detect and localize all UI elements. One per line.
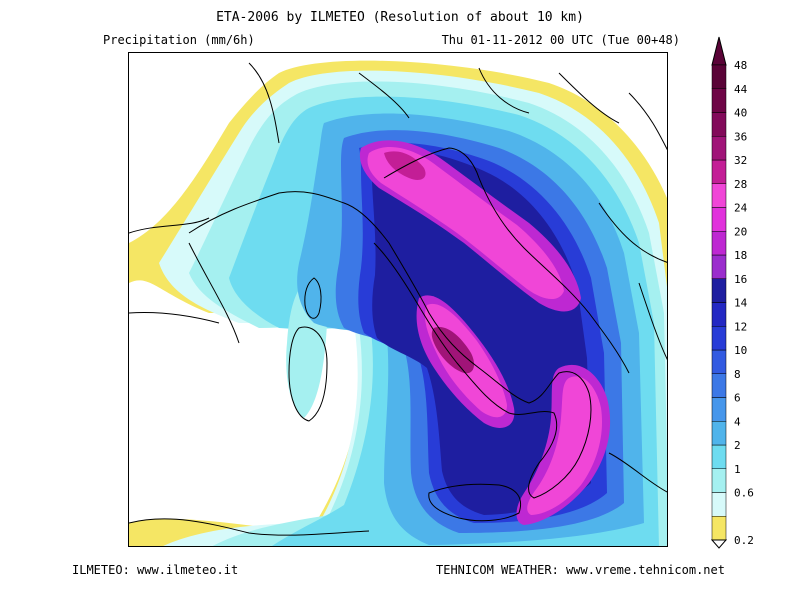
legend-swatch-9 bbox=[711, 302, 727, 327]
color-legend: 0.2 0.6 1 2 4 6 8 10 12 14 16 18 20 24 28 32 36 40 44 48 bbox=[710, 35, 800, 550]
legend-swatch-1 bbox=[711, 492, 727, 517]
legend-label: 16 bbox=[734, 273, 747, 286]
italy-coastline bbox=[188, 191, 592, 499]
legend-label: 10 bbox=[734, 344, 747, 357]
legend-swatch-16 bbox=[711, 136, 727, 161]
sicily-coast bbox=[428, 483, 522, 522]
precip-band-28 bbox=[367, 147, 564, 300]
variable-label: Precipitation (mm/6h) bbox=[103, 33, 255, 47]
legend-swatch-11 bbox=[711, 254, 727, 279]
precipitation-field bbox=[129, 53, 667, 546]
legend-swatch-7 bbox=[711, 349, 727, 374]
legend-swatch-18 bbox=[711, 88, 727, 113]
legend-label: 32 bbox=[734, 154, 747, 167]
legend-swatch-10 bbox=[711, 278, 727, 303]
legend-swatch-8 bbox=[711, 326, 727, 351]
legend-arrow-top bbox=[711, 36, 727, 66]
legend-arrow-bottom bbox=[710, 539, 728, 549]
precip-band-36 bbox=[431, 327, 475, 374]
legend-swatch-6 bbox=[711, 373, 727, 398]
legend-label: 6 bbox=[734, 392, 741, 405]
sardinia-coast bbox=[288, 326, 328, 422]
forecast-datetime: Thu 01-11-2012 00 UTC (Tue 00+48) bbox=[441, 33, 680, 47]
legend-swatch-13 bbox=[711, 207, 727, 232]
legend-label: 4 bbox=[734, 415, 741, 428]
legend-label: 14 bbox=[734, 297, 748, 310]
legend-label: 28 bbox=[734, 178, 747, 191]
legend-label: 24 bbox=[734, 202, 748, 215]
legend-swatch-15 bbox=[711, 159, 727, 184]
legend-label: 18 bbox=[734, 249, 747, 262]
legend-swatch-2 bbox=[711, 468, 727, 493]
legend-swatch-0 bbox=[711, 516, 727, 541]
legend-label: 8 bbox=[734, 368, 741, 381]
legend-swatch-4 bbox=[711, 421, 727, 446]
legend-swatch-14 bbox=[711, 183, 727, 208]
legend-label: 12 bbox=[734, 320, 747, 333]
legend-label: 40 bbox=[734, 107, 747, 120]
legend-label: 20 bbox=[734, 225, 747, 238]
legend-swatch-12 bbox=[711, 231, 727, 256]
footer-right-credit: TEHNICOM WEATHER: www.vreme.tehnicom.net bbox=[436, 563, 725, 577]
precipitation-map bbox=[128, 52, 668, 547]
legend-label: 0.6 bbox=[734, 487, 754, 500]
legend-label: 36 bbox=[734, 130, 747, 143]
map-title: ETA-2006 by ILMETEO (Resolution of about… bbox=[216, 10, 584, 25]
legend-label: 44 bbox=[734, 83, 748, 96]
legend-swatch-5 bbox=[711, 397, 727, 422]
legend-swatch-17 bbox=[711, 112, 727, 137]
legend-swatch-3 bbox=[711, 444, 727, 469]
footer-left-credit: ILMETEO: www.ilmeteo.it bbox=[72, 563, 239, 577]
legend-label: 0.2 bbox=[734, 534, 754, 547]
legend-label: 48 bbox=[734, 59, 747, 72]
corsica-coast bbox=[304, 277, 322, 319]
legend-label: 2 bbox=[734, 439, 741, 452]
legend-swatch-19 bbox=[711, 64, 727, 89]
legend-label: 1 bbox=[734, 463, 741, 476]
